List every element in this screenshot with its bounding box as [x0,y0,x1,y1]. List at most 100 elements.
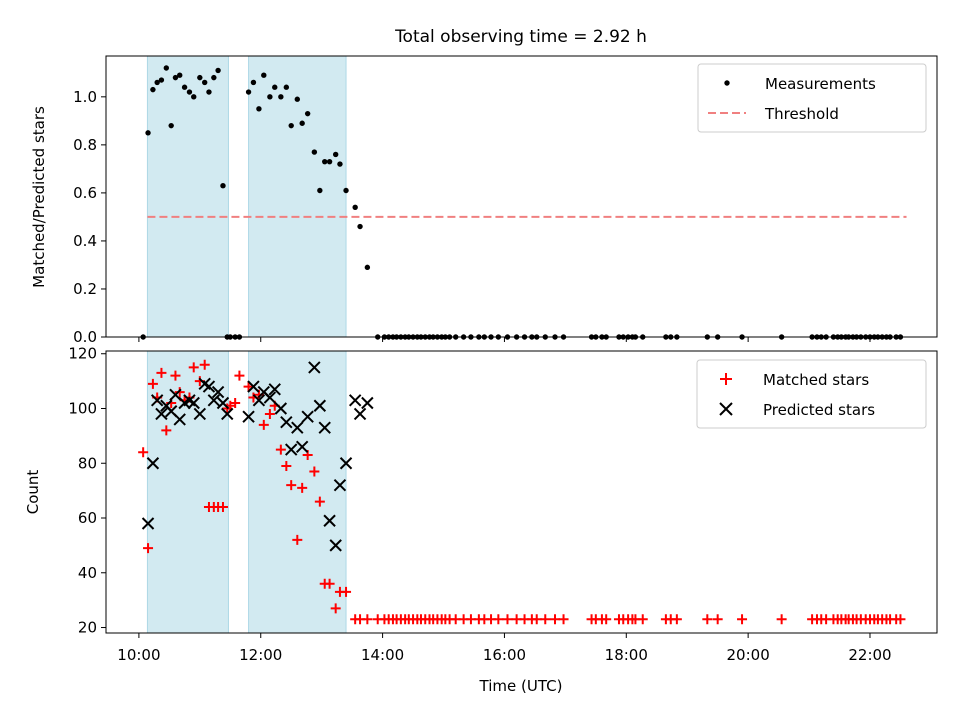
legend-threshold-label: Threshold [764,105,839,123]
predicted-star-point [207,394,221,407]
matched-star-point [309,466,320,477]
x-tick-label: 16:00 [483,646,526,664]
measurement-point [322,158,328,165]
predicted-star-point [280,415,293,429]
measurement-point [168,122,174,129]
legend-measurements-label: Measurements [765,75,876,93]
measurement-point [357,223,363,230]
y-tick-label: 120 [68,345,97,363]
predicted-star-point [361,396,374,410]
matched-star-point [314,496,325,507]
predicted-star-point [274,402,288,415]
predicted-star-point [216,396,230,410]
measurement-point [256,106,262,112]
matched-star-point [362,614,373,625]
legend: Matched stars Predicted stars [696,359,927,429]
matched-star-point [170,370,181,381]
matched-stars-series [138,359,906,625]
y-axis-label: Count [24,470,42,515]
matched-star-point [258,419,269,430]
matched-star-point [217,502,228,513]
measurement-point [326,158,333,165]
predicted-star-point [247,380,260,393]
matched-star-point [737,614,748,625]
predicted-star-point [323,514,336,527]
matched-star-point [637,614,648,625]
matched-star-point [531,614,542,625]
predicted-star-point [193,407,207,421]
measurement-point [337,161,343,167]
plot-frame [105,350,938,634]
predicted-star-point [202,380,216,393]
legend-predicted-marker [719,402,733,416]
legend-predicted-label: Predicted stars [763,401,875,419]
measurement-point [272,84,278,90]
matched-star-point [702,614,713,625]
matched-star-point [243,381,254,392]
measurement-point [150,86,156,93]
matched-star-point [174,387,185,398]
measurement-point [197,74,203,81]
predicted-star-point [242,410,255,423]
y-tick-label: 40 [78,564,97,582]
predicted-star-point [155,407,168,421]
matched-star-point [156,367,167,378]
predicted-star-point [141,517,155,530]
predicted-star-point [187,396,200,410]
measurement-point [352,204,358,211]
ratio-panel: 0.0 0.2 0.4 0.6 0.8 1.0 Matched/Predicted sta… [30,55,938,346]
matched-star-point [493,614,504,625]
matched-star-point [297,482,308,493]
legend-matched-label: Matched stars [763,371,869,389]
legend-box [697,63,927,133]
measurement-point [283,84,290,90]
measurement-point [172,74,179,81]
y-tick-label: 0.0 [73,328,97,346]
matched-star-point [330,603,341,614]
measurement-point [317,187,323,194]
measurement-point [158,77,165,83]
x-tick-label: 12:00 [239,646,282,664]
measurement-point [294,96,301,102]
y-tick-label: 0.4 [73,232,97,250]
matched-star-point [230,398,241,409]
measurement-point [304,110,311,117]
y-tick-label: 20 [78,619,97,637]
matched-star-point [199,359,210,370]
measurement-point [177,72,183,78]
matched-star-point [671,614,682,625]
matched-star-point [502,614,513,625]
y-tick-label: 0.6 [73,184,97,202]
measurement-point [311,149,318,155]
legend-measurements-marker [724,80,730,86]
measurement-point [343,187,349,194]
y-tick-label: 80 [78,454,97,472]
y-axis-label: Matched/Predicted stars [30,106,48,288]
y-axis-ticks: 20 40 60 80 100 120 [68,345,106,637]
predicted-star-point [263,391,277,404]
y-tick-label: 1.0 [73,88,97,106]
matched-star-point [188,362,199,373]
matched-star-point [540,614,551,625]
measurement-point [267,94,273,100]
measurement-point [145,130,151,136]
matched-star-point [281,460,292,471]
matched-star-point [264,408,275,419]
matched-star-point [895,614,906,625]
figure-title: Total observing time = 2.92 h [394,27,647,47]
predicted-star-point [295,440,309,454]
matched-star-point [712,614,723,625]
matched-star-point [147,378,158,389]
x-tick-label: 18:00 [605,646,648,664]
predicted-star-point [348,394,362,407]
predicted-star-point [268,383,281,396]
measurement-point [215,67,221,74]
matched-star-point [324,578,335,589]
predicted-stars-series [141,361,374,552]
predicted-star-point [318,421,331,434]
matched-star-point [275,444,286,455]
predicted-star-point [313,399,327,412]
count-panel: 20 40 60 80 100 120 10:00 12:00 14:00 16:00 18:00… [24,345,938,695]
predicted-star-point [221,407,234,421]
predicted-star-point [146,457,160,470]
